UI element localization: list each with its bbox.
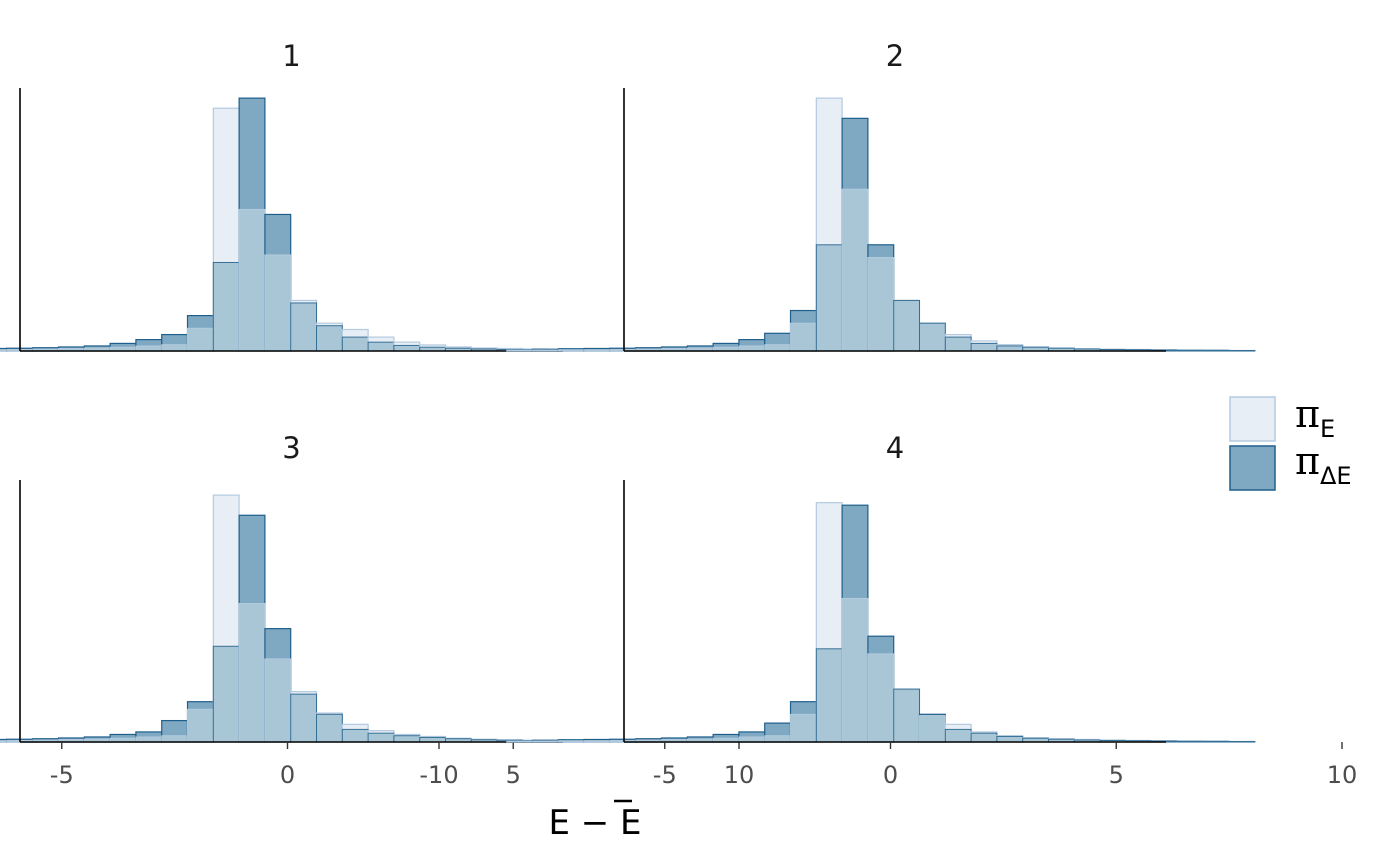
histogram-bar-pi-delta-e (393, 735, 421, 743)
histogram-bar-pi-e (583, 740, 611, 743)
histogram-bar-pi-delta-e (367, 341, 395, 352)
histogram-bar-pi-delta-e (367, 732, 395, 743)
histogram-bar-pi-delta-e (944, 336, 972, 352)
histogram-bar-pi-delta-e (996, 735, 1024, 743)
histogram-bar-pi-e (161, 735, 188, 743)
histogram-bar-pi-delta-e (970, 732, 998, 743)
histogram-bar-pi-delta-e (919, 322, 946, 352)
histogram-bar-pi-e (841, 188, 869, 352)
histogram-bar-pi-e (0, 740, 8, 743)
x-tick-label: 10 (724, 761, 755, 789)
x-tick-label: 10 (1327, 761, 1358, 789)
histogram-bar-pi-delta-e (341, 336, 369, 352)
legend-label-pi-e: πE (1295, 392, 1335, 443)
x-tick-label: 0 (280, 761, 295, 789)
facet-panel-2: 2 (506, 39, 1256, 352)
histogram-bar-pi-e (187, 708, 214, 743)
x-tick-label: 5 (1109, 761, 1124, 789)
histogram-bar-pi-e (238, 208, 266, 352)
histogram-bar-pi-delta-e (1228, 349, 1256, 352)
histogram-bar-pi-e (0, 349, 8, 352)
histogram-bar-pi-delta-e (1228, 740, 1256, 743)
histogram-bar-pi-delta-e (1202, 349, 1230, 352)
legend: πE πΔE (1229, 392, 1352, 491)
histogram-bar-pi-delta-e (893, 688, 921, 743)
histogram-bar-pi-e (867, 653, 895, 743)
x-tick-label: -5 (50, 761, 74, 789)
histogram-bar-pi-e (264, 658, 292, 743)
histogram-bar-pi-delta-e (1176, 740, 1204, 743)
histogram-bar-pi-e (790, 713, 817, 743)
histogram-bar-pi-delta-e (944, 728, 972, 743)
histogram-bar-pi-e (506, 740, 533, 743)
x-tick-label: 0 (883, 761, 898, 789)
histogram-bar-pi-e (583, 349, 611, 352)
histogram-bar-pi-e (867, 256, 895, 352)
facet-title: 2 (886, 39, 904, 73)
histogram-bar-pi-e (532, 349, 559, 352)
facet-title: 1 (282, 39, 300, 73)
histogram-bar-pi-delta-e (290, 302, 318, 352)
x-tick-label: -5 (653, 761, 677, 789)
histogram-bar-pi-delta-e (815, 648, 843, 743)
legend-swatch-pi-e (1229, 396, 1276, 442)
histogram-bar-pi-delta-e (393, 344, 421, 352)
histogram-bar-pi-delta-e (1176, 349, 1204, 352)
legend-swatch-pi-delta-e (1229, 445, 1276, 491)
histogram-bar-pi-e (506, 349, 533, 352)
histogram-bar-pi-e (238, 602, 266, 743)
histogram-bar-pi-delta-e (893, 299, 921, 352)
histogram-bar-pi-delta-e (1202, 740, 1230, 743)
histogram-bar-pi-e (557, 740, 585, 743)
facet-panel-1: 1 (0, 39, 653, 352)
x-axis-label: E − E (548, 803, 641, 843)
facet-title: 3 (282, 431, 300, 465)
histogram-bar-pi-delta-e (316, 713, 343, 743)
histogram-bar-pi-e (532, 740, 559, 743)
histogram-bar-pi-e (764, 344, 791, 352)
histogram-bar-pi-delta-e (341, 728, 369, 743)
histogram-bar-pi-e (919, 715, 946, 743)
x-tick-label: -10 (419, 761, 458, 789)
histogram-bar-pi-delta-e (290, 693, 318, 743)
facet-panel-4: 4 -10 -5 0 5 10 (419, 431, 1357, 789)
x-axis-title: E − E (548, 799, 642, 843)
histogram-bar-pi-delta-e (815, 244, 843, 352)
facet-panel-3: 3 -10 -5 0 5 10 (0, 431, 754, 789)
histogram-bar-pi-delta-e (212, 645, 240, 743)
legend-label-pi-delta-e: πΔE (1295, 439, 1352, 490)
histogram-bar-pi-e (161, 344, 188, 352)
histogram-bar-pi-e (841, 597, 869, 743)
histogram-bar-pi-e (264, 254, 292, 352)
x-tick-label: 5 (506, 761, 521, 789)
histogram-bar-pi-e (557, 349, 585, 352)
histogram-bar-pi-e (187, 327, 214, 352)
histogram-bar-pi-delta-e (316, 325, 343, 352)
histogram-bar-pi-e (790, 322, 817, 352)
histogram-bar-pi-e (764, 735, 791, 743)
histogram-bar-pi-delta-e (970, 342, 998, 352)
facet-title: 4 (886, 431, 904, 465)
histogram-bar-pi-delta-e (212, 261, 240, 352)
